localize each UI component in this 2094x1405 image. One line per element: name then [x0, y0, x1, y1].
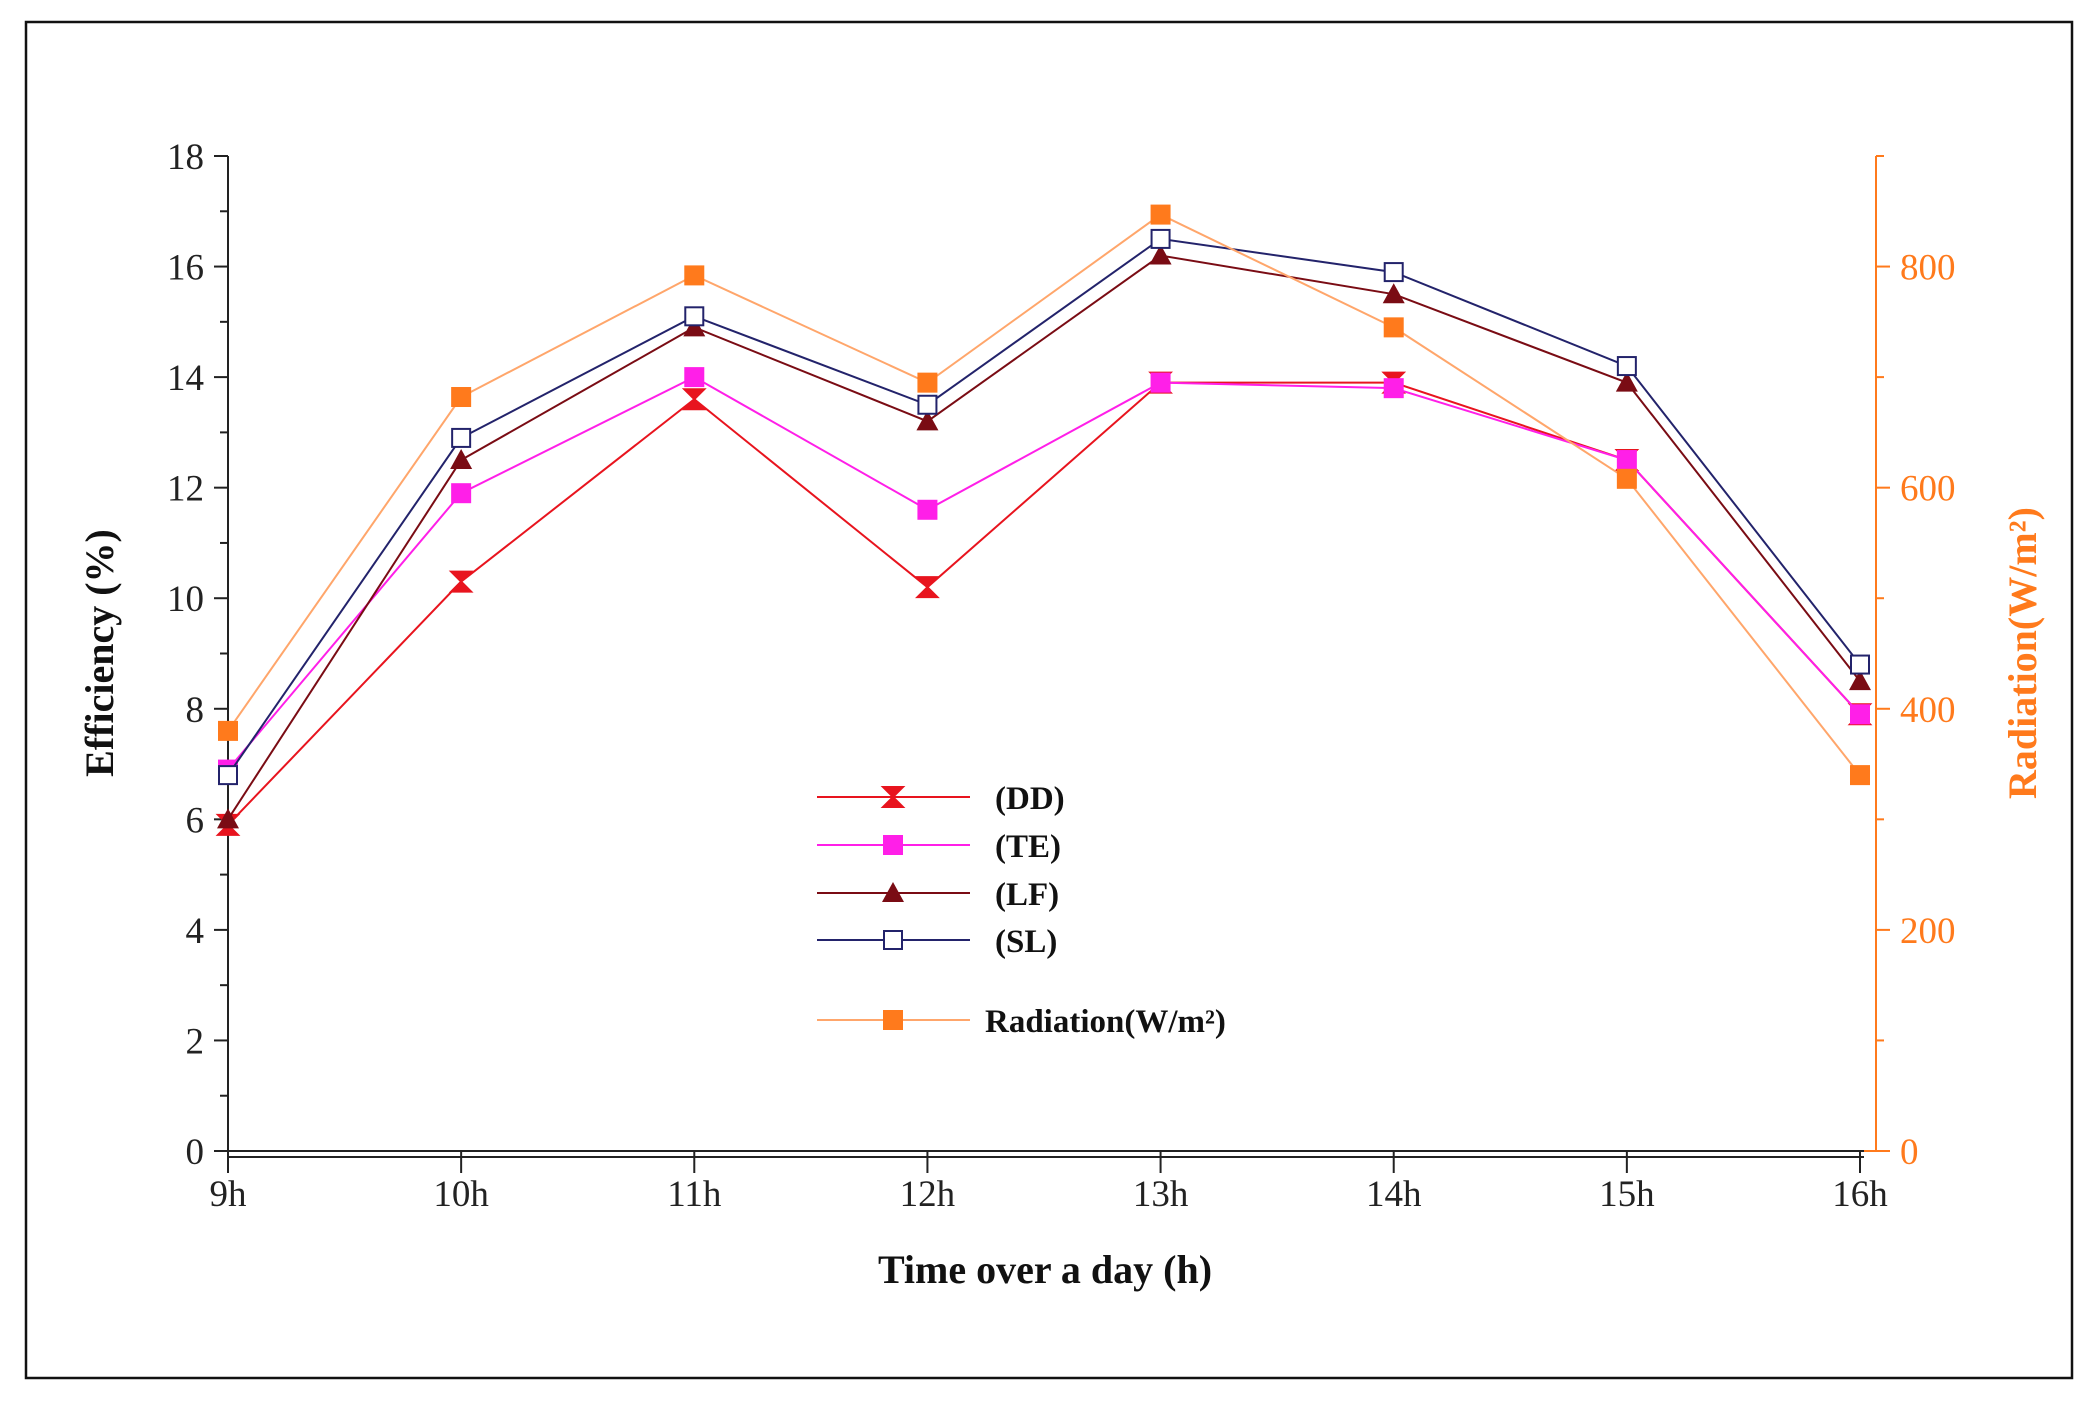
x-tick-label: 13h — [1133, 1174, 1189, 1215]
chart-frame — [24, 20, 2074, 1380]
data-point — [683, 316, 706, 337]
right-tick-label: 0 — [1900, 1132, 1919, 1173]
y-tick-label: 10 — [167, 579, 204, 620]
y-tick-label: 0 — [186, 1132, 205, 1173]
data-point — [1383, 378, 1404, 399]
series-line — [227, 254, 1861, 820]
data-point — [451, 427, 472, 448]
y-tick-label: 8 — [186, 690, 205, 731]
data-point — [218, 765, 238, 786]
y-tick-label: 18 — [167, 137, 204, 178]
legend-marker — [883, 930, 903, 950]
data-point — [1850, 765, 1870, 786]
series-line — [227, 237, 1861, 776]
legend-entry: (SL) — [817, 924, 1057, 960]
legend-marker — [882, 882, 904, 902]
series-te — [218, 367, 1870, 780]
legend-marker — [883, 835, 903, 855]
data-point — [1850, 654, 1870, 675]
data-point — [917, 394, 938, 415]
y-tick-label: 12 — [167, 469, 204, 510]
series-line — [227, 213, 1861, 776]
right-tick-label: 200 — [1900, 911, 1956, 952]
data-point — [217, 808, 239, 829]
data-point — [1615, 371, 1638, 392]
series-radiationwm — [218, 204, 1870, 786]
x-tick-label: 14h — [1366, 1174, 1422, 1215]
data-point — [684, 265, 705, 286]
data-point — [684, 306, 705, 327]
data-point — [450, 449, 473, 470]
legend-label: (SL) — [995, 924, 1057, 960]
data-point — [1383, 262, 1404, 283]
data-point — [1150, 204, 1171, 225]
x-tick-label: 11h — [667, 1174, 722, 1215]
right-tick-label: 800 — [1900, 248, 1956, 289]
legend-entry: Radiation(W/m²) — [817, 1004, 1226, 1040]
data-point — [915, 576, 940, 599]
legend-label: (TE) — [995, 829, 1061, 865]
data-point — [684, 367, 705, 388]
x-tick-label: 15h — [1599, 1174, 1655, 1215]
data-point — [681, 388, 707, 411]
data-point — [1850, 704, 1870, 725]
series-line — [227, 375, 1861, 771]
data-point — [1149, 244, 1172, 265]
data-point — [448, 570, 474, 593]
y-axis-title: Efficiency (%) — [77, 529, 122, 777]
data-point — [1150, 372, 1171, 393]
legend-entry: (DD) — [817, 781, 1065, 817]
legend-entry: (LF) — [817, 877, 1059, 913]
data-point — [917, 499, 938, 520]
right-tick-label: 400 — [1900, 690, 1956, 731]
data-point — [1616, 450, 1637, 471]
legend-label: (DD) — [995, 781, 1065, 817]
y-tick-label: 14 — [167, 358, 204, 399]
right-tick-label: 600 — [1900, 469, 1956, 510]
legend-label: Radiation(W/m²) — [985, 1004, 1226, 1040]
y-tick-label: 16 — [167, 248, 204, 289]
series-sl — [218, 228, 1870, 786]
data-point — [1616, 468, 1637, 489]
data-point — [1849, 670, 1871, 691]
data-point — [916, 410, 939, 431]
legend-entry: (TE) — [817, 829, 1061, 865]
data-point — [1616, 356, 1637, 377]
data-point — [451, 387, 472, 408]
data-point — [218, 720, 238, 741]
legend-marker — [880, 786, 906, 808]
data-point — [1382, 283, 1405, 304]
legend-label: (LF) — [995, 877, 1059, 913]
data-point — [451, 483, 472, 504]
series-lf — [217, 244, 1871, 829]
x-tick-label: 16h — [1832, 1174, 1888, 1215]
data-point — [1383, 317, 1404, 338]
x-tick-label: 9h — [210, 1174, 248, 1215]
x-tick-label: 12h — [900, 1174, 956, 1215]
y-tick-label: 6 — [186, 800, 205, 841]
data-point — [1150, 228, 1171, 249]
right-axis-title: Radiation(W/m²) — [2000, 507, 2045, 799]
legend-marker — [883, 1010, 903, 1030]
y-tick-label: 4 — [186, 911, 205, 952]
x-tick-label: 10h — [433, 1174, 489, 1215]
x-axis-title: Time over a day (h) — [878, 1247, 1212, 1292]
y-tick-label: 2 — [186, 1021, 205, 1062]
data-point — [917, 372, 938, 393]
